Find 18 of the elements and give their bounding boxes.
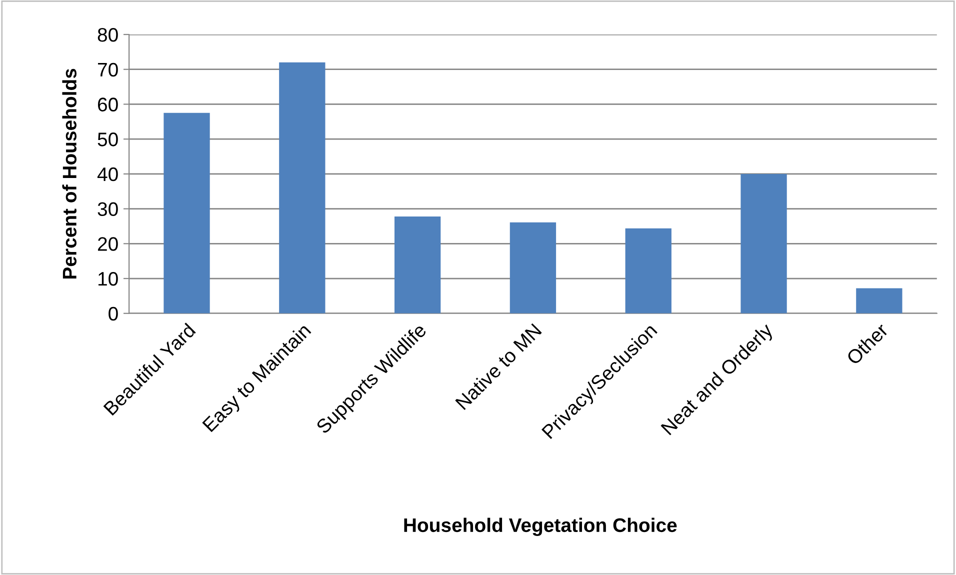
y-tick-label: 40 bbox=[97, 167, 118, 182]
y-tick-label: 70 bbox=[98, 62, 118, 77]
y-tick-label: 30 bbox=[98, 202, 118, 216]
bar bbox=[856, 288, 902, 314]
bar bbox=[279, 62, 326, 314]
y-tick-label: 60 bbox=[98, 98, 118, 112]
bar bbox=[394, 216, 441, 314]
y-tick-label: 50 bbox=[98, 132, 118, 146]
y-axis-title: Percent of Households bbox=[62, 68, 77, 279]
bar bbox=[740, 174, 787, 314]
x-axis-title: Household Vegetation Choice bbox=[404, 518, 677, 536]
bar bbox=[510, 222, 556, 314]
y-tick-label: 20 bbox=[98, 237, 118, 251]
bar bbox=[625, 228, 672, 314]
y-tick-label: 80 bbox=[98, 28, 118, 42]
y-tick-label: 0 bbox=[108, 306, 118, 321]
y-tick-label: 10 bbox=[98, 272, 118, 286]
bar bbox=[164, 112, 210, 314]
